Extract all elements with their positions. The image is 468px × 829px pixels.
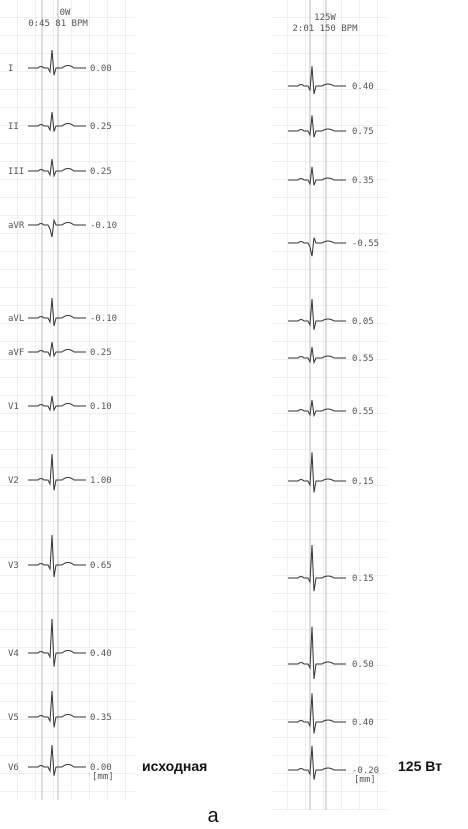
st-value: -0.55 — [352, 239, 379, 249]
lead-label: V2 — [8, 476, 19, 486]
st-value: -0.10 — [90, 314, 117, 324]
lead-label: V6 — [8, 763, 19, 773]
st-value: 0.40 — [90, 649, 112, 659]
st-value: 0.00 — [90, 64, 112, 74]
lead-label: II — [8, 122, 19, 132]
st-value: 0.05 — [352, 317, 374, 327]
lead-label: V5 — [8, 713, 19, 723]
lead-label: aVF — [8, 348, 24, 358]
lead-label: V3 — [8, 561, 19, 571]
st-value: 0.50 — [352, 660, 374, 670]
st-value: 0.25 — [90, 348, 112, 358]
st-value: 0.25 — [90, 122, 112, 132]
st-value: 0.15 — [352, 574, 374, 584]
left-header: 0W — [60, 8, 71, 18]
right-strip — [272, 0, 387, 810]
right-header: 2:01 150 BPM — [292, 24, 358, 34]
unit: [mm] — [354, 775, 376, 785]
caption: исходная — [142, 758, 207, 774]
caption: 125 Вт — [398, 758, 442, 774]
lead-label: V4 — [8, 649, 19, 659]
st-value: 0.35 — [352, 176, 374, 186]
st-value: 0.40 — [352, 82, 374, 92]
st-value: 0.25 — [90, 167, 112, 177]
lead-label: V1 — [8, 402, 19, 412]
left-header: 0:45 81 BPM — [28, 19, 88, 29]
st-value: 0.10 — [90, 402, 112, 412]
figure-label: а — [207, 805, 219, 827]
unit: [mm] — [92, 772, 114, 782]
st-value: 0.75 — [352, 127, 374, 137]
st-value: -0.10 — [90, 221, 117, 231]
lead-label: aVL — [8, 314, 24, 324]
lead-label: III — [8, 167, 24, 177]
st-value: 0.35 — [90, 713, 112, 723]
st-value: 0.55 — [352, 354, 374, 364]
st-value: 0.65 — [90, 561, 112, 571]
left-strip — [0, 0, 135, 800]
right-header: 125W — [314, 13, 336, 23]
lead-label: aVR — [8, 221, 25, 231]
st-value: 1.00 — [90, 476, 112, 486]
lead-label: I — [8, 64, 13, 74]
st-value: 0.40 — [352, 718, 374, 728]
page: 0W 0:45 81 BPM 125W 2:01 150 BPM исходна… — [0, 0, 468, 829]
st-value: 0.55 — [352, 407, 374, 417]
st-value: 0.15 — [352, 477, 374, 487]
